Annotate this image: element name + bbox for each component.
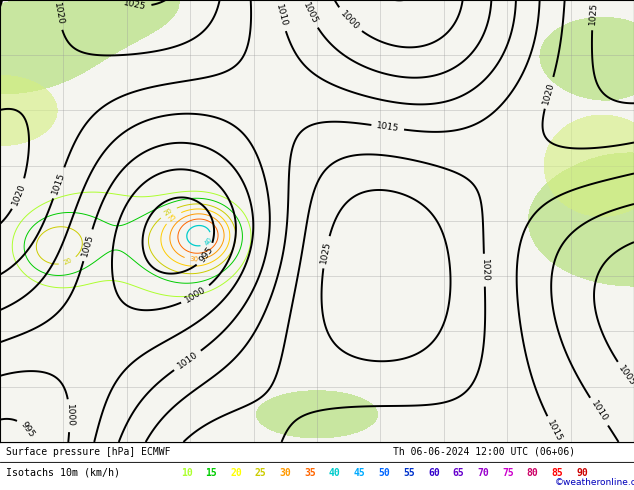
Text: 1010: 1010 [274,3,288,27]
Text: 20: 20 [163,207,174,217]
Text: 1020: 1020 [541,81,557,105]
Text: 75: 75 [502,468,514,478]
Text: 10: 10 [181,468,193,478]
Text: 1020: 1020 [52,2,65,26]
Text: 1020: 1020 [479,259,489,282]
Text: Th 06-06-2024 12:00 UTC (06+06): Th 06-06-2024 12:00 UTC (06+06) [393,447,575,457]
Text: 1000: 1000 [65,404,74,427]
Text: 35: 35 [304,468,316,478]
Text: 1025: 1025 [320,240,332,264]
Text: 1005: 1005 [301,1,319,25]
Text: 50: 50 [378,468,391,478]
Text: 45: 45 [354,468,366,478]
Text: 25: 25 [255,468,267,478]
Text: 1015: 1015 [51,171,67,195]
Text: 15: 15 [205,468,217,478]
Text: 30: 30 [189,256,198,263]
Text: 1015: 1015 [545,418,564,443]
Text: Surface pressure [hPa] ECMWF: Surface pressure [hPa] ECMWF [6,447,171,457]
Text: 1025: 1025 [123,0,147,11]
Text: 1000: 1000 [339,9,361,31]
Text: 20: 20 [230,468,242,478]
Text: 85: 85 [552,468,564,478]
Text: 40: 40 [329,468,341,478]
Text: 40: 40 [204,236,214,246]
Text: 70: 70 [477,468,489,478]
Text: 65: 65 [453,468,465,478]
Text: 20: 20 [63,257,73,267]
Text: 1000: 1000 [184,285,208,305]
Text: Isotachs 10m (km/h): Isotachs 10m (km/h) [6,468,120,478]
Text: 1020: 1020 [11,182,27,206]
Text: 25: 25 [168,212,179,222]
Text: 55: 55 [403,468,415,478]
Text: 995: 995 [18,420,36,439]
Text: 30: 30 [280,468,292,478]
Text: 90: 90 [576,468,588,478]
Text: 995: 995 [197,245,215,265]
Text: 1005: 1005 [81,233,95,258]
Text: 1015: 1015 [376,121,399,133]
Text: 80: 80 [527,468,539,478]
Text: 1005: 1005 [617,364,634,388]
Text: 1010: 1010 [176,350,200,371]
Text: 60: 60 [428,468,440,478]
Text: 1010: 1010 [589,399,609,424]
Text: ©weatheronline.co.uk: ©weatheronline.co.uk [555,478,634,488]
Text: 1025: 1025 [588,2,598,25]
